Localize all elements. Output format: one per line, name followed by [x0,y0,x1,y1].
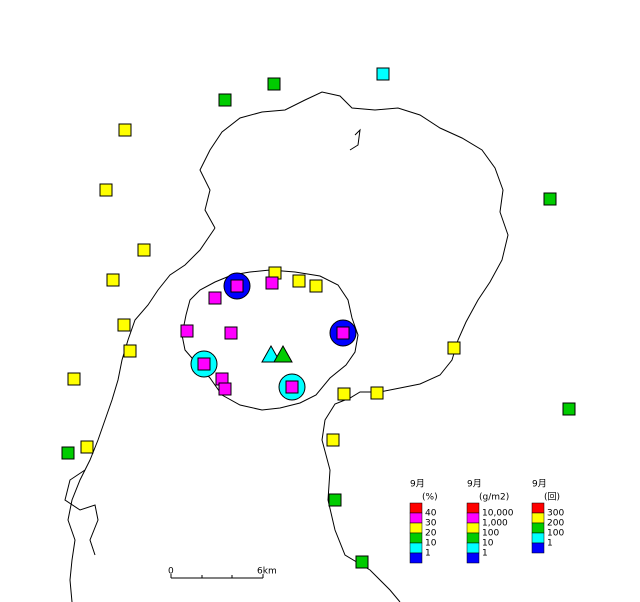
legend-swatch [466,522,480,534]
station-square [61,446,75,460]
station-square [328,493,342,507]
vent-triangle [273,344,293,363]
station-square [355,555,369,569]
legend-swatch [409,542,423,554]
legend-unit: (g/m2) [479,493,509,503]
legend-swatch [531,512,545,524]
station-square [117,318,131,332]
legend-swatch [531,542,545,554]
legend-swatch [466,542,480,554]
legend-label: 10 [425,539,437,549]
station-square [337,387,351,401]
legend-label: 30 [425,519,437,529]
scale-label: 0 [168,567,174,577]
station-square [197,357,211,371]
scale-label: 6km [257,567,277,577]
legend-unit: (回) [544,492,560,503]
station-square [230,279,244,293]
station-square [370,386,384,400]
legend-label: 1 [482,549,488,559]
station-square [326,433,340,447]
legend-swatch [531,522,545,534]
legend-swatch [466,552,480,564]
legend-swatch [409,502,423,514]
station-square [99,183,113,197]
station-square [218,93,232,107]
legend-title: 9月 [532,479,547,490]
station-square [218,382,232,396]
legend-swatch [409,512,423,524]
legend-label: 100 [547,529,564,539]
station-square [80,440,94,454]
legend-label: 100 [482,529,499,539]
legend-label: 1 [425,549,431,559]
legend-label: 10 [482,539,494,549]
station-square [208,291,222,305]
station-square [137,243,151,257]
legend-label: 1,000 [482,519,508,529]
legend-swatch [466,512,480,524]
legend-swatch [466,532,480,544]
legend-label: 20 [425,529,437,539]
vent-triangle [261,344,281,363]
station-square [123,344,137,358]
legend-label: 200 [547,519,564,529]
legend-swatch [531,502,545,514]
scale-bar: 0 6km [168,567,277,579]
legend-title: 9月 [410,479,425,490]
legend-label: 10,000 [482,509,514,519]
station-square [292,274,306,288]
legend-swatch [409,522,423,534]
legend-unit: (%) [422,493,438,503]
station-square [224,326,238,340]
station-markers [61,67,576,569]
legend-swatch [409,532,423,544]
legend-swatch [531,532,545,544]
legend-title: 9月 [467,479,482,490]
station-square [267,77,281,91]
station-square [265,276,279,290]
legend-label: 300 [547,509,564,519]
legend-label: 1 [547,539,553,549]
station-square [180,324,194,338]
station-square [336,326,350,340]
station-square [67,372,81,386]
coastline [64,91,509,602]
station-square [106,273,120,287]
station-square [447,341,461,355]
station-square [543,192,557,206]
legend-swatch [409,552,423,564]
legend-label: 40 [425,509,437,519]
station-square [562,402,576,416]
station-square [309,279,323,293]
station-square [285,380,299,394]
station-square [118,123,132,137]
legend-swatch [466,502,480,514]
station-square [376,67,390,81]
legends: 9月(%)4030201019月(g/m2)10,0001,0001001019… [409,479,564,564]
